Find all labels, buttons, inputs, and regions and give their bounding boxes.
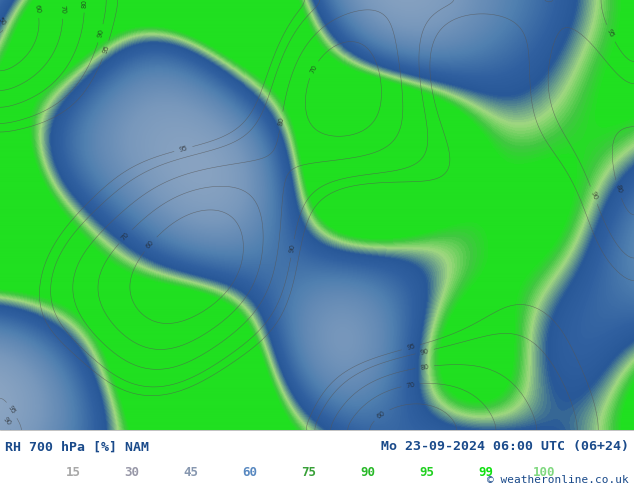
Text: 60: 60 (145, 239, 155, 249)
Text: 90: 90 (590, 190, 598, 200)
Text: 45: 45 (183, 466, 198, 479)
Text: 80: 80 (420, 364, 430, 370)
Text: © weatheronline.co.uk: © weatheronline.co.uk (487, 475, 629, 485)
Text: 70: 70 (309, 64, 318, 75)
Text: 60: 60 (376, 410, 387, 420)
Text: 95: 95 (101, 45, 110, 55)
Text: RH 700 hPa [%] NAM: RH 700 hPa [%] NAM (5, 441, 149, 453)
Text: 70: 70 (59, 4, 65, 14)
Text: 60: 60 (242, 466, 257, 479)
Text: 90: 90 (96, 28, 105, 38)
Text: 99: 99 (478, 466, 493, 479)
Text: 95: 95 (419, 466, 434, 479)
Text: Mo 23-09-2024 06:00 UTC (06+24): Mo 23-09-2024 06:00 UTC (06+24) (381, 441, 629, 453)
Text: 95: 95 (406, 343, 416, 351)
Text: 30: 30 (124, 466, 139, 479)
Text: 90: 90 (420, 347, 430, 356)
Text: 15: 15 (65, 466, 81, 479)
Text: 95: 95 (178, 145, 188, 153)
Text: 90: 90 (288, 244, 296, 253)
Text: 70: 70 (406, 381, 415, 389)
Text: 80: 80 (81, 0, 87, 8)
Text: 90: 90 (2, 416, 12, 427)
Text: 60: 60 (33, 3, 41, 14)
Text: 50: 50 (0, 16, 7, 26)
Text: 80: 80 (614, 184, 623, 195)
Text: 80: 80 (278, 116, 285, 126)
Text: 75: 75 (301, 466, 316, 479)
Text: 95: 95 (7, 405, 17, 416)
Text: 70: 70 (120, 231, 131, 242)
Text: 90: 90 (360, 466, 375, 479)
Text: 100: 100 (533, 466, 556, 479)
Text: 95: 95 (606, 28, 615, 39)
